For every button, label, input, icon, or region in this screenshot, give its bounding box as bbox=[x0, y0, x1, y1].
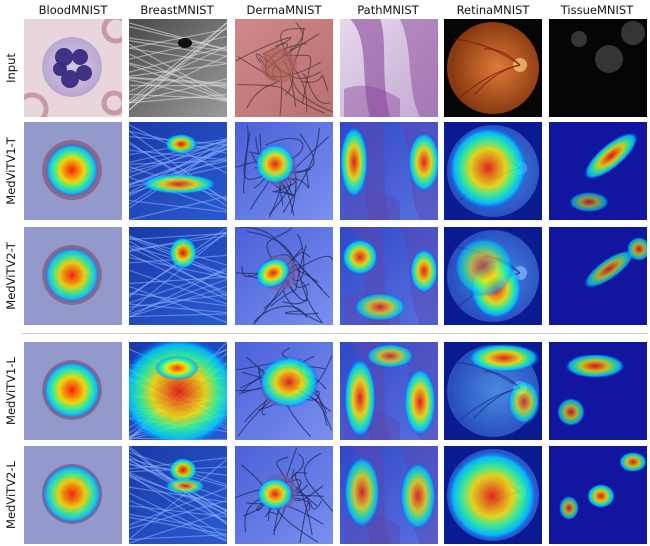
column-header: BreastMNIST bbox=[140, 3, 214, 17]
image-graphic bbox=[24, 342, 122, 440]
medvitv1-l-tissuemnist-image bbox=[549, 342, 647, 440]
image-graphic bbox=[24, 19, 122, 117]
input-breastmnist-image bbox=[129, 19, 227, 117]
image-graphic bbox=[129, 446, 227, 544]
row-label-input: Input bbox=[4, 53, 18, 83]
row-label-medvitv2-l: MedViTV2-L bbox=[4, 461, 18, 529]
medvitv1-t-dermamnist-image bbox=[235, 122, 333, 220]
image-graphic bbox=[340, 342, 438, 440]
image-graphic bbox=[549, 342, 647, 440]
image-graphic bbox=[129, 227, 227, 325]
image-graphic bbox=[24, 122, 122, 220]
image-graphic bbox=[235, 446, 333, 544]
medvitv1-t-bloodmnist-image bbox=[24, 122, 122, 220]
medvitv1-l-bloodmnist-image bbox=[24, 342, 122, 440]
medvitv1-l-breastmnist-image bbox=[129, 342, 227, 440]
image-graphic bbox=[129, 342, 227, 440]
image-graphic bbox=[444, 342, 542, 440]
medvitv2-t-bloodmnist-image bbox=[24, 227, 122, 325]
medvitv2-t-breastmnist-image bbox=[129, 227, 227, 325]
medvitv1-t-tissuemnist-image bbox=[549, 122, 647, 220]
medvitv1-l-pathmnist-image bbox=[340, 342, 438, 440]
input-retinamnist-image bbox=[444, 19, 542, 117]
row-label-medvitv1-t: MedViTV1-T bbox=[4, 137, 18, 205]
medvitv2-t-pathmnist-image bbox=[340, 227, 438, 325]
image-graphic bbox=[129, 122, 227, 220]
image-graphic bbox=[444, 122, 542, 220]
image-graphic bbox=[549, 227, 647, 325]
column-header: RetinaMNIST bbox=[456, 3, 530, 17]
medvitv1-t-breastmnist-image bbox=[129, 122, 227, 220]
input-dermamnist-image bbox=[235, 19, 333, 117]
column-header: BloodMNIST bbox=[38, 3, 108, 17]
image-graphic bbox=[340, 122, 438, 220]
image-graphic bbox=[129, 19, 227, 117]
image-graphic bbox=[235, 342, 333, 440]
medvitv2-l-pathmnist-image bbox=[340, 446, 438, 544]
medvitv2-l-dermamnist-image bbox=[235, 446, 333, 544]
medvitv1-t-pathmnist-image bbox=[340, 122, 438, 220]
row-label-medvitv1-l: MedViTV1-L bbox=[4, 357, 18, 425]
input-bloodmnist-image bbox=[24, 19, 122, 117]
image-graphic bbox=[444, 446, 542, 544]
image-graphic bbox=[24, 227, 122, 325]
medvitv1-t-retinamnist-image bbox=[444, 122, 542, 220]
image-graphic bbox=[549, 446, 647, 544]
medvitv2-l-tissuemnist-image bbox=[549, 446, 647, 544]
image-graphic bbox=[549, 122, 647, 220]
medvitv2-t-tissuemnist-image bbox=[549, 227, 647, 325]
medvitv2-l-breastmnist-image bbox=[129, 446, 227, 544]
row-label-medvitv2-t: MedViTV2-T bbox=[4, 242, 18, 310]
image-graphic bbox=[235, 122, 333, 220]
medvitv1-l-retinamnist-image bbox=[444, 342, 542, 440]
medvitv2-t-retinamnist-image bbox=[444, 227, 542, 325]
image-graphic bbox=[340, 446, 438, 544]
image-graphic bbox=[340, 19, 438, 117]
image-graphic bbox=[444, 227, 542, 325]
input-tissuemnist-image bbox=[549, 19, 647, 117]
column-header: TissueMNIST bbox=[560, 3, 634, 17]
image-graphic bbox=[549, 19, 647, 117]
image-graphic bbox=[235, 227, 333, 325]
row-divider bbox=[22, 333, 648, 334]
medvitv2-t-dermamnist-image bbox=[235, 227, 333, 325]
medvitv1-l-dermamnist-image bbox=[235, 342, 333, 440]
image-graphic bbox=[340, 227, 438, 325]
image-graphic bbox=[235, 19, 333, 117]
medvitv2-l-bloodmnist-image bbox=[24, 446, 122, 544]
image-graphic bbox=[444, 19, 542, 117]
medvitv2-l-retinamnist-image bbox=[444, 446, 542, 544]
input-pathmnist-image bbox=[340, 19, 438, 117]
column-header: DermaMNIST bbox=[246, 3, 322, 17]
image-graphic bbox=[24, 446, 122, 544]
column-header: PathMNIST bbox=[357, 3, 419, 17]
